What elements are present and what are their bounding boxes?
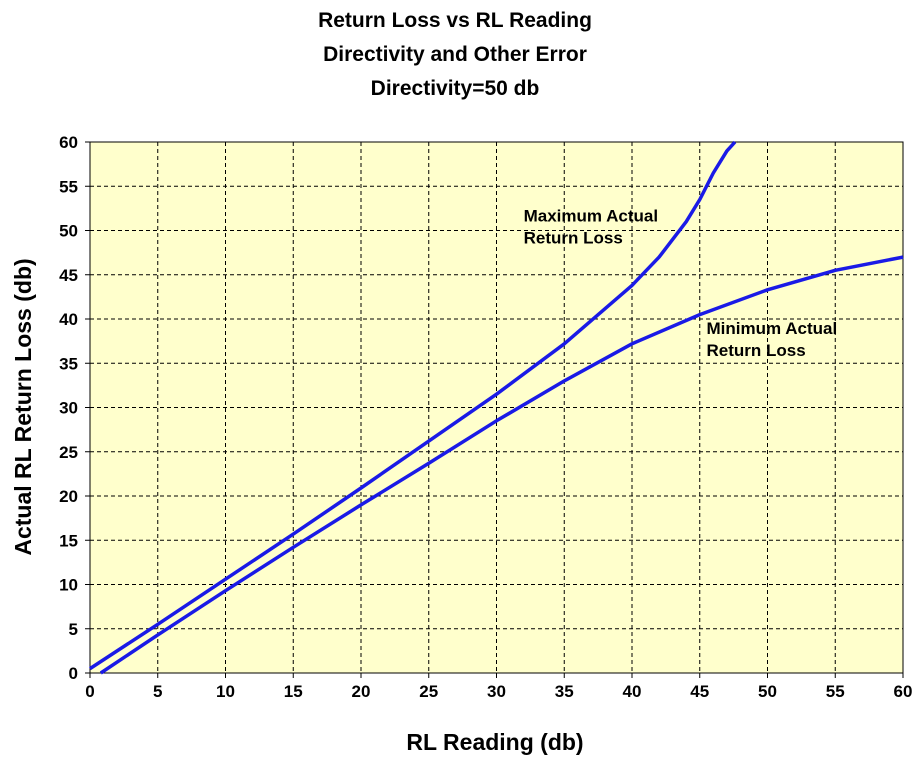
x-tick-label: 50	[758, 682, 777, 701]
y-tick-label: 25	[59, 443, 78, 462]
y-tick-label: 0	[69, 664, 78, 683]
y-tick-label: 60	[59, 133, 78, 152]
x-tick-label: 5	[153, 682, 162, 701]
y-tick-label: 15	[59, 531, 78, 550]
y-axis-title: Actual RL Return Loss (db)	[10, 258, 36, 555]
series-line-2	[99, 255, 904, 675]
y-tick-label: 45	[59, 266, 78, 285]
y-tick-label: 20	[59, 487, 78, 506]
annotations: Maximum Actual Return Loss Minimum Actual R…	[524, 207, 838, 360]
chart-title-line-2: Directivity and Other Error	[323, 43, 587, 66]
tick-labels: 0 5 10 15 20 25 30 35 40 45 50 55 60 0 5 10 15 20 25 30 35 40…	[59, 133, 912, 701]
y-tick-label: 50	[59, 222, 78, 241]
y-tick-label: 55	[59, 177, 78, 196]
series-line-1	[89, 140, 737, 671]
x-tick-label: 0	[85, 682, 94, 701]
x-tick-label: 15	[284, 682, 303, 701]
chart-title-line-1: Return Loss vs RL Reading	[318, 9, 592, 32]
y-tick-label: 5	[69, 620, 78, 639]
x-tick-label: 10	[216, 682, 235, 701]
series-annotation-2: Minimum Actual	[707, 319, 838, 338]
x-tick-label: 35	[555, 682, 574, 701]
x-tick-label: 25	[419, 682, 438, 701]
x-tick-label: 45	[690, 682, 709, 701]
series-annotation-2: Return Loss	[707, 341, 806, 360]
y-tick-label: 30	[59, 399, 78, 418]
x-tick-label: 30	[487, 682, 506, 701]
series-lines	[89, 140, 904, 675]
chart-title-line-3: Directivity=50 db	[371, 77, 540, 100]
series-annotation-1: Maximum Actual	[524, 207, 658, 226]
y-tick-label: 40	[59, 310, 78, 329]
series-annotation-1: Return Loss	[524, 229, 623, 248]
y-tick-label: 35	[59, 354, 78, 373]
x-tick-label: 20	[352, 682, 371, 701]
x-tick-label: 40	[623, 682, 642, 701]
x-axis-title: RL Reading (db)	[406, 729, 583, 755]
y-tick-label: 10	[59, 576, 78, 595]
x-tick-label: 60	[894, 682, 913, 701]
grid-lines	[90, 142, 903, 673]
x-tick-label: 55	[826, 682, 845, 701]
